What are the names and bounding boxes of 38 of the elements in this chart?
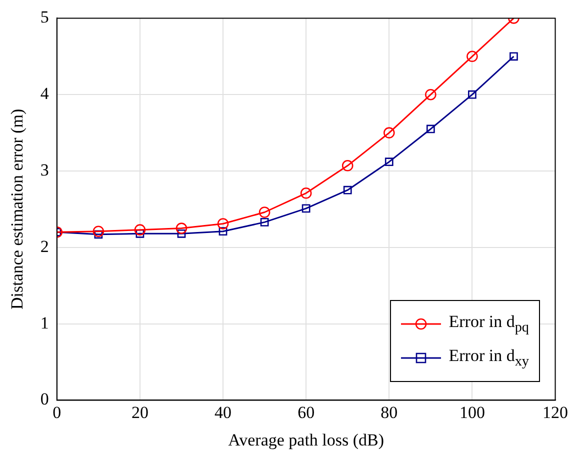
point <box>136 229 144 238</box>
point <box>92 226 104 238</box>
point <box>177 229 186 238</box>
point <box>260 218 269 226</box>
point <box>134 224 146 236</box>
point <box>510 52 518 61</box>
legend-label: Error in d$_{pq}$ <box>448 312 529 336</box>
x-tick-label: 60 <box>298 402 315 422</box>
point <box>218 227 228 236</box>
y-tick-label: 0 <box>40 390 49 409</box>
y-tick-label: 3 <box>40 160 49 180</box>
x-tick-label: 20 <box>131 402 148 422</box>
point <box>383 127 395 138</box>
y-axis-title: Distance estimation error (m) <box>8 108 27 310</box>
y-tick-label: 4 <box>40 84 50 104</box>
x-tick-label: 100 <box>459 402 485 422</box>
point <box>300 188 312 199</box>
point <box>176 222 188 234</box>
point <box>425 88 436 100</box>
x-tick-label: 120 <box>542 402 568 422</box>
x-tick-label: 40 <box>214 402 232 422</box>
x-axis-title: Average path loss (dB) <box>228 430 384 450</box>
point <box>302 204 310 213</box>
point <box>468 90 476 99</box>
point <box>426 124 435 134</box>
point <box>466 50 478 62</box>
x-tick-label: 0 <box>52 402 62 422</box>
point <box>217 218 229 230</box>
point <box>343 186 352 194</box>
y-tick-label: 2 <box>40 236 49 256</box>
legend-label: Error in d$_{xy}$ <box>448 346 529 370</box>
y-tick-label: 5 <box>40 8 49 27</box>
x-tick-label: 80 <box>380 402 398 422</box>
point <box>342 160 354 172</box>
point <box>258 206 270 218</box>
y-tick-label: 1 <box>40 313 49 332</box>
point <box>94 230 103 239</box>
point <box>384 158 394 166</box>
